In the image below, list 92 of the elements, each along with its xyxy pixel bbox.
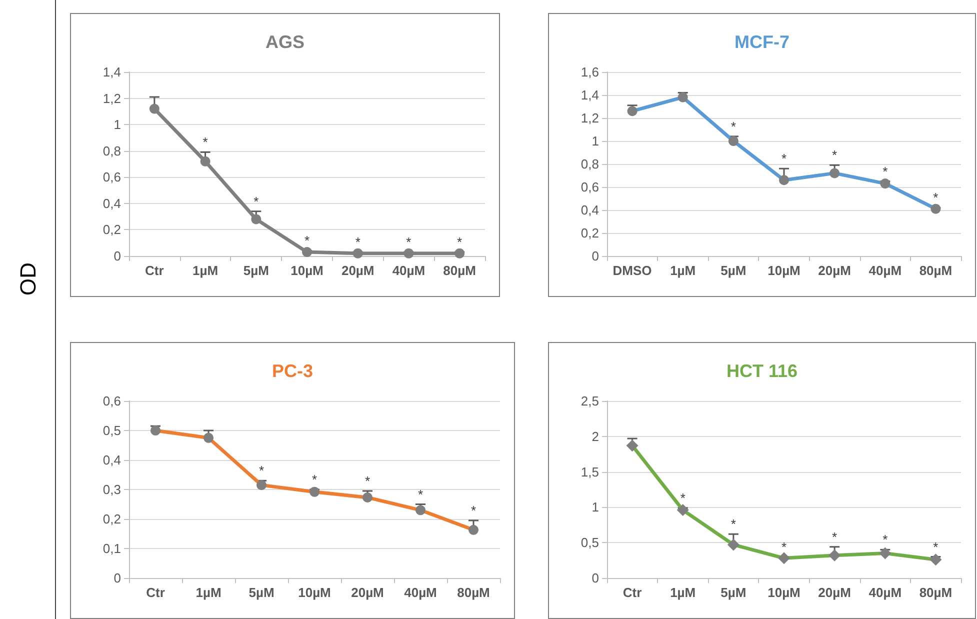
annotation: * (730, 118, 736, 134)
annotation: * (418, 486, 424, 502)
y-tick-label: 0,6 (580, 180, 599, 194)
point (200, 156, 210, 166)
annotation: * (882, 532, 888, 548)
y-tick-label: 1,4 (580, 88, 599, 102)
annotation: * (680, 490, 686, 506)
x-tick-label: 80µM (457, 585, 490, 600)
x-tick-label: 20µM (341, 263, 374, 278)
y-tick-label: 0,4 (580, 202, 599, 218)
y-tick-label: 0,5 (580, 535, 599, 550)
annotation: * (781, 151, 787, 166)
y-tick-label: 0,6 (102, 170, 121, 185)
point (302, 247, 312, 258)
annotation: * (312, 472, 318, 487)
annotation: * (457, 234, 462, 250)
x-tick-label: 20µM (818, 585, 851, 600)
x-tick-label: 80µM (919, 263, 952, 278)
point (404, 248, 414, 258)
x-tick-label: 20µM (351, 585, 384, 600)
x-tick-label: 40µM (392, 263, 426, 278)
point (251, 214, 262, 224)
x-tick-label: 5µM (248, 585, 274, 600)
x-tick-label: DMSO (612, 263, 652, 278)
y-tick-label: 0 (114, 248, 121, 264)
point (149, 104, 160, 114)
y-tick-label: 0,3 (102, 482, 121, 497)
y-tick-label: 1 (592, 500, 599, 515)
x-tick-label: 5µM (243, 263, 269, 278)
y-tick-label: 1 (592, 134, 599, 148)
y-tick-label: 1,2 (102, 90, 121, 106)
x-tick-label: 40µM (868, 263, 902, 278)
annotation: * (254, 194, 259, 209)
y-tick-label: 0 (114, 570, 121, 586)
annotation: * (933, 539, 938, 554)
x-tick-label: 10µM (298, 585, 331, 600)
x-tick-label: Ctr (146, 585, 165, 600)
y-tick-label: 1,6 (580, 64, 599, 80)
y-tick-label: 0,8 (580, 156, 599, 172)
y-axis-title: OD (15, 262, 41, 296)
x-tick-label: 10µM (768, 263, 800, 278)
annotation: * (781, 539, 787, 554)
y-tick-label: 1 (114, 117, 121, 132)
x-tick-label: 40µM (868, 585, 902, 600)
x-tick-label: 80µM (919, 585, 952, 600)
annotation: * (364, 473, 370, 488)
annotation: * (470, 502, 476, 518)
x-tick-label: 20µM (818, 263, 851, 278)
x-tick-label: 1µM (670, 263, 696, 278)
y-tick-label: 0,1 (102, 541, 121, 556)
y-tick-label: 0,6 (102, 394, 121, 408)
x-tick-label: Ctr (145, 263, 164, 278)
y-tick-label: 2 (592, 428, 599, 444)
point (454, 248, 465, 258)
chart-title: AGS (265, 32, 305, 52)
x-tick-label: 5µM (720, 585, 746, 600)
annotation: * (406, 234, 412, 250)
point (352, 248, 363, 258)
x-tick-label: 10µM (290, 263, 324, 278)
y-tick-label: 0,8 (102, 143, 121, 158)
x-tick-label: 1µM (670, 585, 696, 600)
chart-title: HCT 116 (726, 361, 798, 381)
y-tick-label: 0,2 (102, 512, 121, 526)
y-tick-label: 0 (592, 248, 599, 264)
y-tick-label: 1,5 (580, 464, 599, 480)
y-tick-label: 0,4 (102, 452, 121, 468)
annotation: * (832, 148, 838, 163)
y-tick-label: 0,4 (102, 196, 121, 211)
y-tick-label: 0 (592, 570, 599, 586)
x-tick-label: 1µM (192, 263, 218, 278)
annotation: * (730, 516, 736, 532)
chart-title: MCF-7 (734, 32, 790, 52)
annotation: * (355, 234, 360, 250)
annotation: * (202, 134, 208, 150)
annotation: * (832, 529, 838, 544)
annotation: * (258, 463, 264, 478)
y-tick-label: 1,4 (102, 64, 121, 80)
y-tick-label: 0,5 (102, 423, 121, 438)
y-tick-label: 2,5 (580, 394, 599, 408)
x-tick-label: 10µM (768, 585, 800, 600)
chart-title: PC-3 (272, 361, 314, 381)
x-tick-label: Ctr (622, 585, 642, 600)
y-tick-label: 1,2 (580, 110, 599, 126)
annotation: * (882, 164, 888, 179)
annotation: * (304, 233, 310, 248)
x-tick-label: 1µM (196, 585, 222, 600)
annotation: * (933, 190, 938, 206)
y-tick-label: 0,2 (102, 222, 121, 238)
y-tick-label: 0,2 (580, 226, 599, 240)
x-tick-label: 40µM (404, 585, 437, 600)
x-tick-label: 80µM (443, 263, 476, 278)
x-tick-label: 5µM (720, 263, 746, 278)
